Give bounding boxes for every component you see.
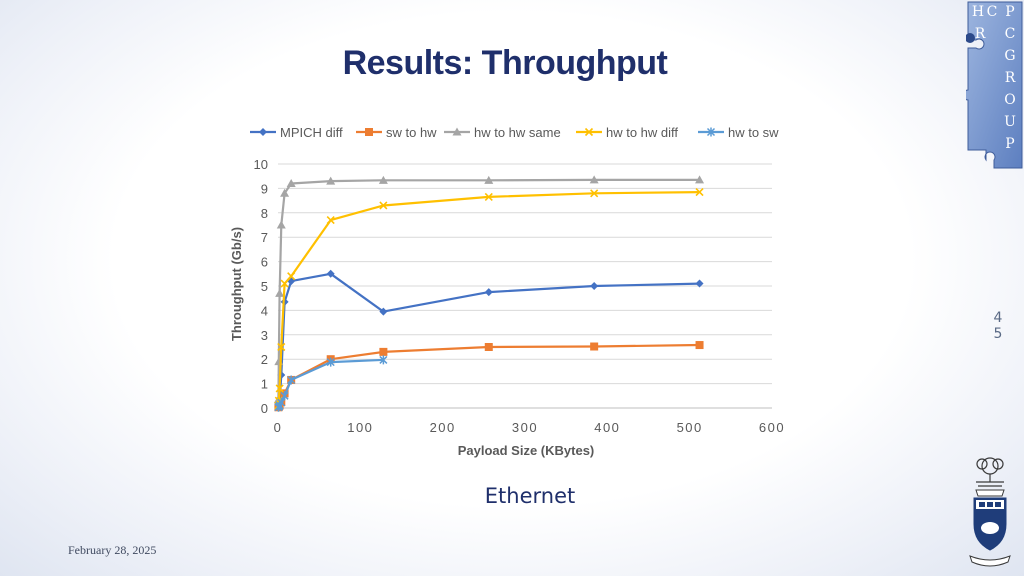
series-mpich-diff <box>274 269 704 411</box>
y-tick-label: 3 <box>261 328 268 343</box>
data-point <box>584 127 594 137</box>
data-point <box>484 288 493 297</box>
series-sw-to-hw <box>274 341 704 412</box>
slide-title: Results: Throughput <box>342 44 668 82</box>
data-point <box>695 279 704 288</box>
data-point <box>452 127 462 136</box>
y-tick-label: 5 <box>261 279 268 294</box>
data-point <box>275 384 284 393</box>
data-point <box>277 398 286 408</box>
legend-item: MPICH diff <box>250 125 343 140</box>
x-axis-label: Payload Size (KBytes) <box>458 443 595 458</box>
logo-letter: G <box>1004 48 1015 64</box>
chart-legend: MPICH diff sw to hw hw to hw same hw to hw … <box>250 125 779 140</box>
series-line <box>277 191 700 406</box>
legend-item: hw to sw <box>698 125 779 140</box>
chart-series <box>273 175 705 412</box>
y-axis-label: Throughput (Gb/s) <box>229 227 244 341</box>
legend-item: sw to hw <box>356 125 437 140</box>
data-point <box>280 391 289 401</box>
logo-letter: P <box>1005 4 1014 20</box>
y-tick-label: 6 <box>261 255 268 270</box>
data-point <box>277 342 286 352</box>
data-point <box>365 128 373 136</box>
x-tick-label: 300 <box>512 420 538 435</box>
series-hw-to-hw-same <box>273 175 705 403</box>
legend-item: hw to hw diff <box>576 125 678 140</box>
logo-letter: U <box>1004 114 1016 130</box>
throughput-chart: MPICH diff sw to hw hw to hw same hw to hw … <box>229 125 785 458</box>
chart-caption: Ethernet <box>484 484 576 508</box>
slide-date: February 28, 2025 <box>68 543 157 557</box>
data-point <box>259 128 267 136</box>
data-point <box>695 175 705 184</box>
data-point <box>326 176 336 185</box>
page-number: 45 <box>993 310 1003 342</box>
data-point <box>275 288 285 297</box>
data-point <box>287 272 296 281</box>
series-hw-to-sw <box>274 355 388 412</box>
logo-letter: P <box>1005 136 1014 152</box>
y-tick-label: 0 <box>261 401 268 416</box>
x-tick-label: 0 <box>274 420 283 435</box>
data-point <box>379 347 388 356</box>
logo-letter: R <box>975 26 986 42</box>
series-hw-to-hw-diff <box>274 187 704 410</box>
data-point <box>379 201 388 210</box>
data-point <box>276 220 286 229</box>
legend-label: sw to hw <box>386 125 437 140</box>
x-tick-label: 500 <box>677 420 703 435</box>
y-tick-label: 7 <box>261 230 268 245</box>
y-tick-label: 8 <box>261 206 268 221</box>
data-point <box>590 282 599 290</box>
data-point <box>484 175 494 184</box>
logo-letter: H <box>972 4 984 20</box>
data-point <box>695 341 704 350</box>
data-point <box>280 279 289 288</box>
data-point <box>589 175 599 184</box>
data-point <box>590 189 599 198</box>
chart-grid <box>278 163 772 385</box>
x-tick-label: 400 <box>594 420 620 435</box>
y-tick-label: 1 <box>261 377 268 392</box>
legend-label: MPICH diff <box>280 125 343 140</box>
x-tick-label: 600 <box>759 420 785 435</box>
logo-letter: C <box>1005 26 1016 42</box>
y-tick-label: 4 <box>261 303 268 318</box>
x-tick-label: 200 <box>430 420 456 435</box>
data-point <box>286 179 296 188</box>
data-point <box>379 307 388 316</box>
legend-label: hw to hw diff <box>606 125 678 140</box>
data-point <box>280 188 290 197</box>
data-point <box>379 355 388 365</box>
logo-letter: C <box>987 4 998 20</box>
y-tick-label: 9 <box>261 181 268 196</box>
data-point <box>484 192 493 202</box>
y-tick-label: 10 <box>254 157 268 172</box>
series-line <box>277 343 700 408</box>
data-point <box>326 357 335 367</box>
data-point <box>378 175 388 184</box>
logo-letter: R <box>1005 70 1016 86</box>
data-point <box>484 343 493 351</box>
legend-item: hw to hw same <box>444 125 561 140</box>
y-tick-label: 2 <box>261 352 268 367</box>
legend-label: hw to hw same <box>474 125 561 140</box>
data-point <box>706 127 716 137</box>
logo-letter: O <box>1004 92 1015 108</box>
data-point <box>287 375 296 385</box>
data-point <box>695 187 704 197</box>
data-point <box>590 342 599 351</box>
university-crest-icon <box>969 457 1011 567</box>
data-point <box>326 269 335 278</box>
x-tick-label: 100 <box>347 420 373 435</box>
legend-label: hw to sw <box>728 125 779 140</box>
data-point <box>326 216 335 225</box>
